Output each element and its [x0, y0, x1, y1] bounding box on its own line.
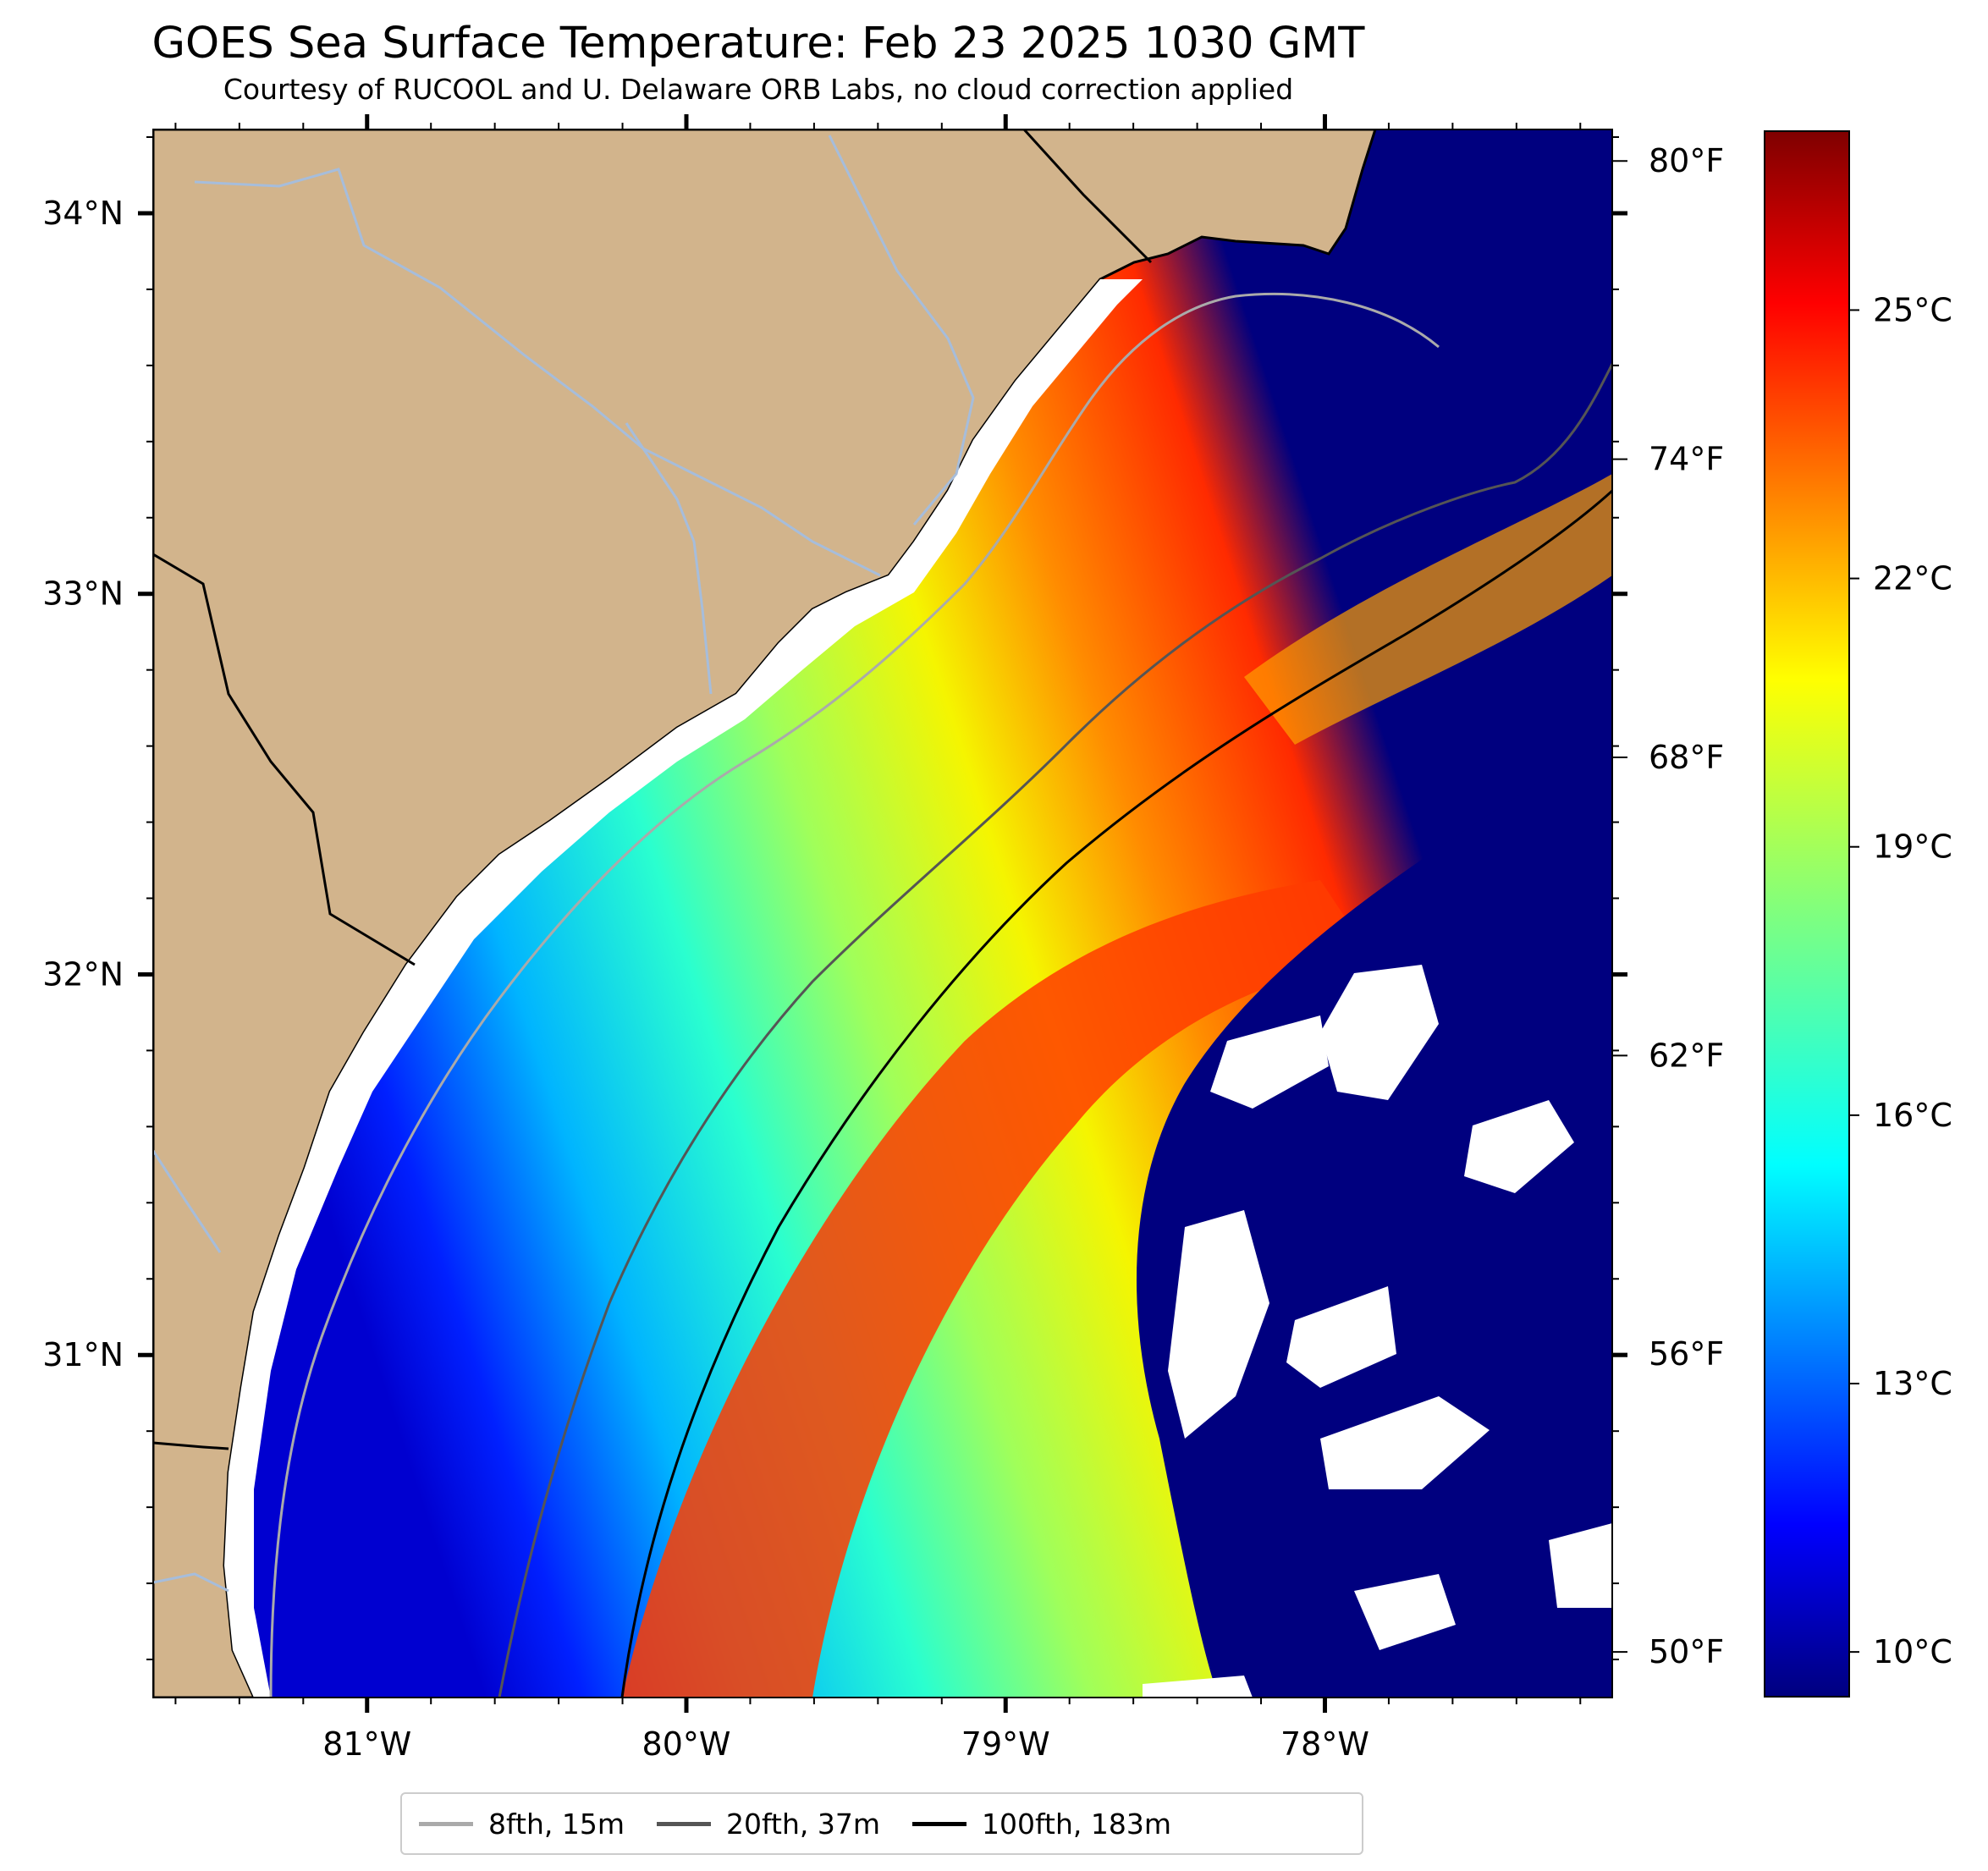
fahrenheit-tick-label: 74°F [1649, 441, 1724, 478]
cold-offshore-water [1136, 736, 1612, 1698]
lon-tick-label: 78°W [1280, 1725, 1369, 1763]
celsius-tick-label: 10°C [1873, 1633, 1952, 1670]
shelf-edge-warm-band [1244, 474, 1612, 745]
legend-line-swatch [419, 1821, 473, 1826]
colorbar-ticks: 10°C 13°C 16°C 19°C 22°C 25°C 50°F 56°F 62°F 68°F… [1612, 142, 1952, 1670]
fahrenheit-tick-label: 62°F [1649, 1037, 1724, 1074]
lat-tick-label: 34°N [42, 195, 124, 232]
isobath-legend: 8fth, 15m 20fth, 37m 100fth, 183m [400, 1792, 1363, 1855]
lon-tick-label: 79°W [961, 1725, 1050, 1763]
isobath-100fth [620, 489, 1612, 1698]
isobath-8fth [269, 293, 1440, 1698]
colorbar [1764, 130, 1850, 1698]
lat-tick-label: 32°N [42, 955, 124, 993]
map-subtitle: Courtesy of RUCOOL and U. Delaware ORB L… [223, 73, 1294, 106]
state-boundaries [153, 129, 1153, 1450]
lon-tick-label: 80°W [642, 1725, 731, 1763]
nearshore-no-data [224, 279, 1143, 1698]
legend-line-swatch [657, 1821, 712, 1826]
map-frame [152, 129, 1613, 1698]
legend-label: 8fth, 15m [488, 1807, 625, 1841]
legend-label: 20fth, 37m [726, 1807, 881, 1841]
legend-item: 8fth, 15m [419, 1808, 625, 1841]
lat-tick-label: 33°N [42, 575, 124, 613]
fahrenheit-tick-label: 80°F [1649, 142, 1724, 179]
fahrenheit-tick-label: 50°F [1649, 1633, 1724, 1670]
legend-label: 100fth, 183m [982, 1807, 1172, 1841]
celsius-tick-label: 16°C [1873, 1097, 1952, 1134]
celsius-tick-label: 19°C [1873, 828, 1952, 866]
legend-item: 20fth, 37m [657, 1808, 880, 1841]
map-title: GOES Sea Surface Temperature: Feb 23 202… [151, 19, 1365, 69]
isobath-20fth [498, 363, 1612, 1698]
fahrenheit-tick-label: 56°F [1649, 1335, 1724, 1373]
legend-item: 100fth, 183m [912, 1808, 1171, 1841]
celsius-tick-label: 25°C [1873, 291, 1952, 328]
rivers [153, 135, 975, 1593]
lon-tick-label: 81°W [322, 1725, 411, 1763]
celsius-tick-label: 22°C [1873, 560, 1952, 597]
lat-tick-label: 31°N [42, 1336, 124, 1373]
cloud-mask [1143, 965, 1612, 1698]
fahrenheit-tick-label: 68°F [1649, 739, 1724, 776]
map-axis-ticks: 81°W 80°W 79°W 78°W 31°N 32°N 33°N 34°N [42, 114, 1627, 1763]
gulf-stream-core [622, 880, 1371, 1698]
legend-line-swatch [912, 1821, 967, 1826]
celsius-tick-label: 13°C [1873, 1365, 1952, 1402]
